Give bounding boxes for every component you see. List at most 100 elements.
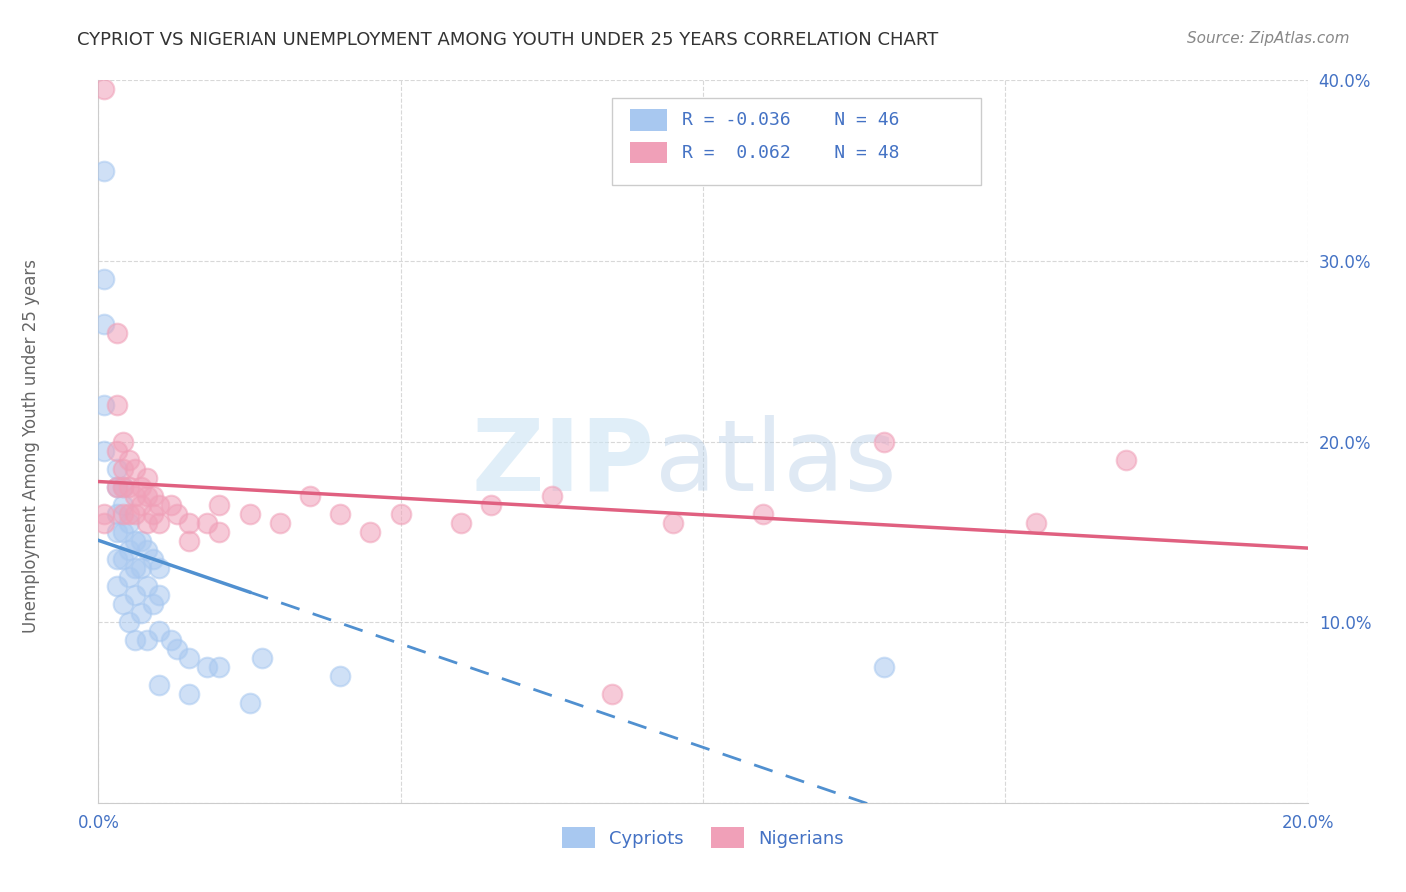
Point: [93, 443, 115, 458]
Point: [148, 516, 170, 530]
Point: [111, 498, 134, 512]
Point: [105, 579, 128, 593]
Text: CYPRIOT VS NIGERIAN UNEMPLOYMENT AMONG YOUTH UNDER 25 YEARS CORRELATION CHART: CYPRIOT VS NIGERIAN UNEMPLOYMENT AMONG Y…: [77, 31, 939, 49]
Point: [105, 552, 128, 566]
Point: [111, 507, 134, 521]
Point: [93, 398, 115, 412]
Point: [118, 615, 141, 630]
Point: [111, 480, 134, 494]
Point: [129, 606, 152, 620]
FancyBboxPatch shape: [613, 98, 981, 185]
Point: [105, 461, 128, 475]
Point: [135, 471, 157, 485]
Point: [124, 633, 146, 648]
Point: [195, 516, 218, 530]
Point: [105, 326, 128, 340]
Point: [540, 489, 562, 503]
Point: [118, 452, 141, 467]
Point: [129, 480, 152, 494]
Point: [142, 507, 165, 521]
Text: R = -0.036    N = 46: R = -0.036 N = 46: [682, 111, 900, 129]
Point: [250, 651, 273, 665]
Point: [93, 516, 115, 530]
Point: [93, 82, 115, 96]
Point: [142, 552, 165, 566]
Point: [269, 516, 291, 530]
Point: [124, 561, 146, 575]
Point: [148, 561, 170, 575]
Point: [752, 507, 775, 521]
Point: [105, 507, 128, 521]
Point: [118, 570, 141, 584]
Point: [160, 498, 183, 512]
Point: [1115, 452, 1137, 467]
Point: [208, 660, 231, 674]
Bar: [630, 109, 666, 131]
Point: [208, 524, 231, 539]
Point: [148, 588, 170, 602]
Point: [602, 687, 624, 701]
Point: [124, 489, 146, 503]
Bar: [630, 142, 666, 163]
Point: [142, 597, 165, 611]
Point: [124, 533, 146, 548]
Point: [135, 489, 157, 503]
Point: [166, 642, 188, 657]
Point: [111, 480, 134, 494]
Point: [179, 516, 201, 530]
Point: [873, 660, 896, 674]
Point: [148, 678, 170, 692]
Point: [111, 524, 134, 539]
Point: [179, 533, 201, 548]
Point: [105, 443, 128, 458]
Point: [93, 272, 115, 286]
Point: [118, 480, 141, 494]
Point: [299, 489, 322, 503]
Point: [873, 434, 896, 449]
Point: [135, 633, 157, 648]
Point: [105, 398, 128, 412]
Point: [481, 498, 503, 512]
Text: R =  0.062    N = 48: R = 0.062 N = 48: [682, 144, 900, 161]
Text: atlas: atlas: [655, 415, 896, 512]
Point: [179, 687, 201, 701]
Point: [111, 461, 134, 475]
Text: ZIP: ZIP: [472, 415, 655, 512]
Point: [195, 660, 218, 674]
Point: [118, 507, 141, 521]
Point: [118, 516, 141, 530]
Point: [124, 461, 146, 475]
Point: [160, 633, 183, 648]
Point: [360, 524, 382, 539]
Point: [135, 516, 157, 530]
Point: [450, 516, 472, 530]
Point: [239, 507, 262, 521]
Text: Unemployment Among Youth under 25 years: Unemployment Among Youth under 25 years: [22, 259, 39, 633]
Point: [111, 552, 134, 566]
Point: [93, 507, 115, 521]
Point: [105, 524, 128, 539]
Point: [148, 624, 170, 639]
Point: [124, 507, 146, 521]
Point: [661, 516, 683, 530]
Point: [105, 480, 128, 494]
Point: [93, 163, 115, 178]
Text: Source: ZipAtlas.com: Source: ZipAtlas.com: [1187, 31, 1350, 46]
Point: [129, 498, 152, 512]
Point: [142, 489, 165, 503]
Point: [329, 507, 352, 521]
Point: [111, 434, 134, 449]
Point: [166, 507, 188, 521]
Point: [135, 579, 157, 593]
Point: [118, 542, 141, 557]
Point: [179, 651, 201, 665]
Point: [329, 669, 352, 683]
Point: [111, 597, 134, 611]
Point: [93, 317, 115, 331]
Point: [239, 697, 262, 711]
Point: [105, 480, 128, 494]
Point: [389, 507, 412, 521]
Point: [135, 542, 157, 557]
Point: [129, 561, 152, 575]
Point: [208, 498, 231, 512]
